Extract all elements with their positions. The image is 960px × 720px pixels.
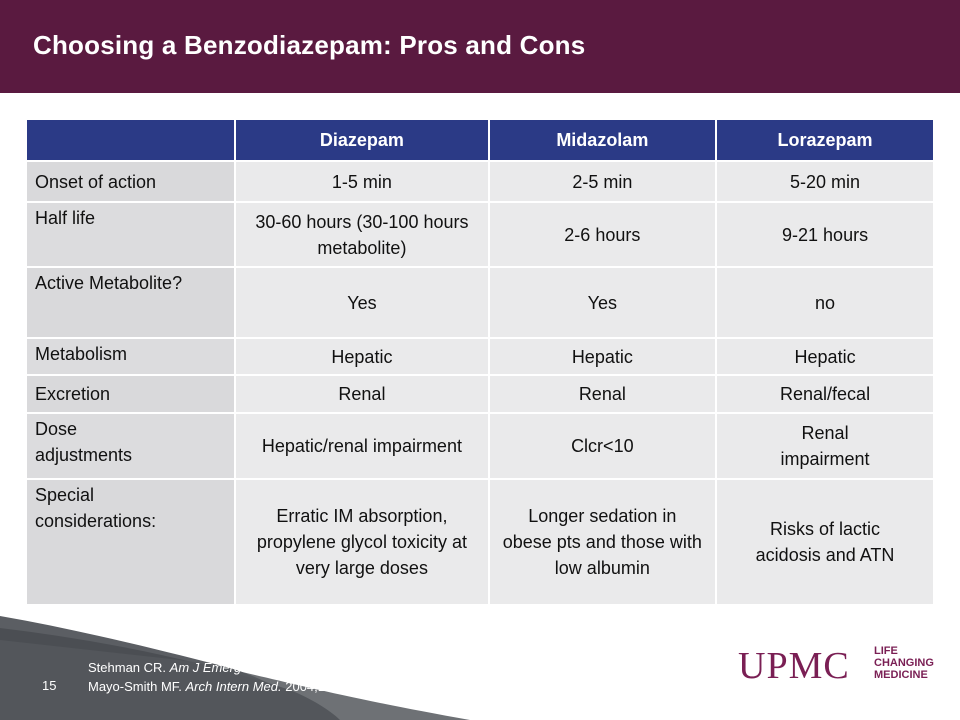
cell: no xyxy=(715,266,935,339)
cell: Renal/fecal xyxy=(715,374,935,414)
cell: 9-21 hours xyxy=(715,201,935,268)
row-label: Half life xyxy=(24,201,237,268)
cell: 30-60 hours (30-100 hours metabolite) xyxy=(234,201,490,268)
ref-citation: 2013;31:734-42 xyxy=(273,660,369,675)
logo-wordmark: UPMC xyxy=(738,645,850,687)
cell: Hepatic xyxy=(234,337,490,376)
reference-2: Mayo-Smith MF. Arch Intern Med. 2004;164… xyxy=(88,677,393,696)
row-label: Active Metabolite? xyxy=(24,266,237,339)
row-label: Onset of action xyxy=(24,160,237,203)
reference-1: Stehman CR. Am J Emerg Med. 2013;31:734-… xyxy=(88,658,393,677)
comparison-table: Diazepam Midazolam Lorazepam Onset of ac… xyxy=(24,118,935,606)
table-row: Dose adjustments Hepatic/renal impairmen… xyxy=(24,412,935,480)
row-label: Excretion xyxy=(24,374,237,414)
title-bar: Choosing a Benzodiazepam: Pros and Cons xyxy=(0,0,960,93)
slide-number: 15 xyxy=(42,678,57,693)
ref-journal: Arch Intern Med. xyxy=(185,679,282,694)
cell: 2-5 min xyxy=(487,160,718,203)
table-row: Onset of action 1-5 min 2-5 min 5-20 min xyxy=(24,160,935,203)
cell: Yes xyxy=(234,266,490,339)
references: Stehman CR. Am J Emerg Med. 2013;31:734-… xyxy=(88,658,393,696)
row-label: Dose adjustments xyxy=(24,412,237,480)
table-row: Active Metabolite? Yes Yes no xyxy=(24,266,935,339)
cell: Renal impairment xyxy=(715,412,935,480)
cell: Hepatic xyxy=(487,337,718,376)
cell: Yes xyxy=(487,266,718,339)
tagline-line: LIFE xyxy=(874,645,898,657)
header-diazepam: Diazepam xyxy=(234,118,490,162)
cell: Clcr<10 xyxy=(487,412,718,480)
ref-author: Mayo-Smith MF. xyxy=(88,679,186,694)
cell: 5-20 min xyxy=(715,160,935,203)
ref-author: Stehman CR. xyxy=(88,660,170,675)
logo-tagline: LIFE CHANGING MEDICINE xyxy=(874,645,934,681)
cell: 1-5 min xyxy=(234,160,490,203)
ref-citation: 2004;164:1405-11. xyxy=(281,679,394,694)
header-lorazepam: Lorazepam xyxy=(715,118,935,162)
cell: Risks of lactic acidosis and ATN xyxy=(715,478,935,606)
upmc-logo: UPMC LIFE CHANGING MEDICINE xyxy=(738,640,948,690)
cell: Longer sedation in obese pts and those w… xyxy=(487,478,718,606)
table-row: Half life 30-60 hours (30-100 hours meta… xyxy=(24,201,935,268)
slide-title: Choosing a Benzodiazepam: Pros and Cons xyxy=(33,30,586,60)
cell: Hepatic/renal impairment xyxy=(234,412,490,480)
cell: Erratic IM absorption, propylene glycol … xyxy=(234,478,490,606)
table-row: Special considerations: Erratic IM absor… xyxy=(24,478,935,606)
table-header-row: Diazepam Midazolam Lorazepam xyxy=(24,118,935,162)
cell: Renal xyxy=(234,374,490,414)
header-midazolam: Midazolam xyxy=(487,118,718,162)
cell: 2-6 hours xyxy=(487,201,718,268)
tagline-line: CHANGING xyxy=(874,657,934,669)
row-label: Metabolism xyxy=(24,337,237,376)
table-row: Metabolism Hepatic Hepatic Hepatic xyxy=(24,337,935,376)
row-label: Special considerations: xyxy=(24,478,237,606)
ref-journal: Am J Emerg Med. xyxy=(169,660,274,675)
cell: Hepatic xyxy=(715,337,935,376)
tagline-line: MEDICINE xyxy=(874,669,928,681)
table-row: Excretion Renal Renal Renal/fecal xyxy=(24,374,935,414)
header-corner xyxy=(24,118,237,162)
cell: Renal xyxy=(487,374,718,414)
